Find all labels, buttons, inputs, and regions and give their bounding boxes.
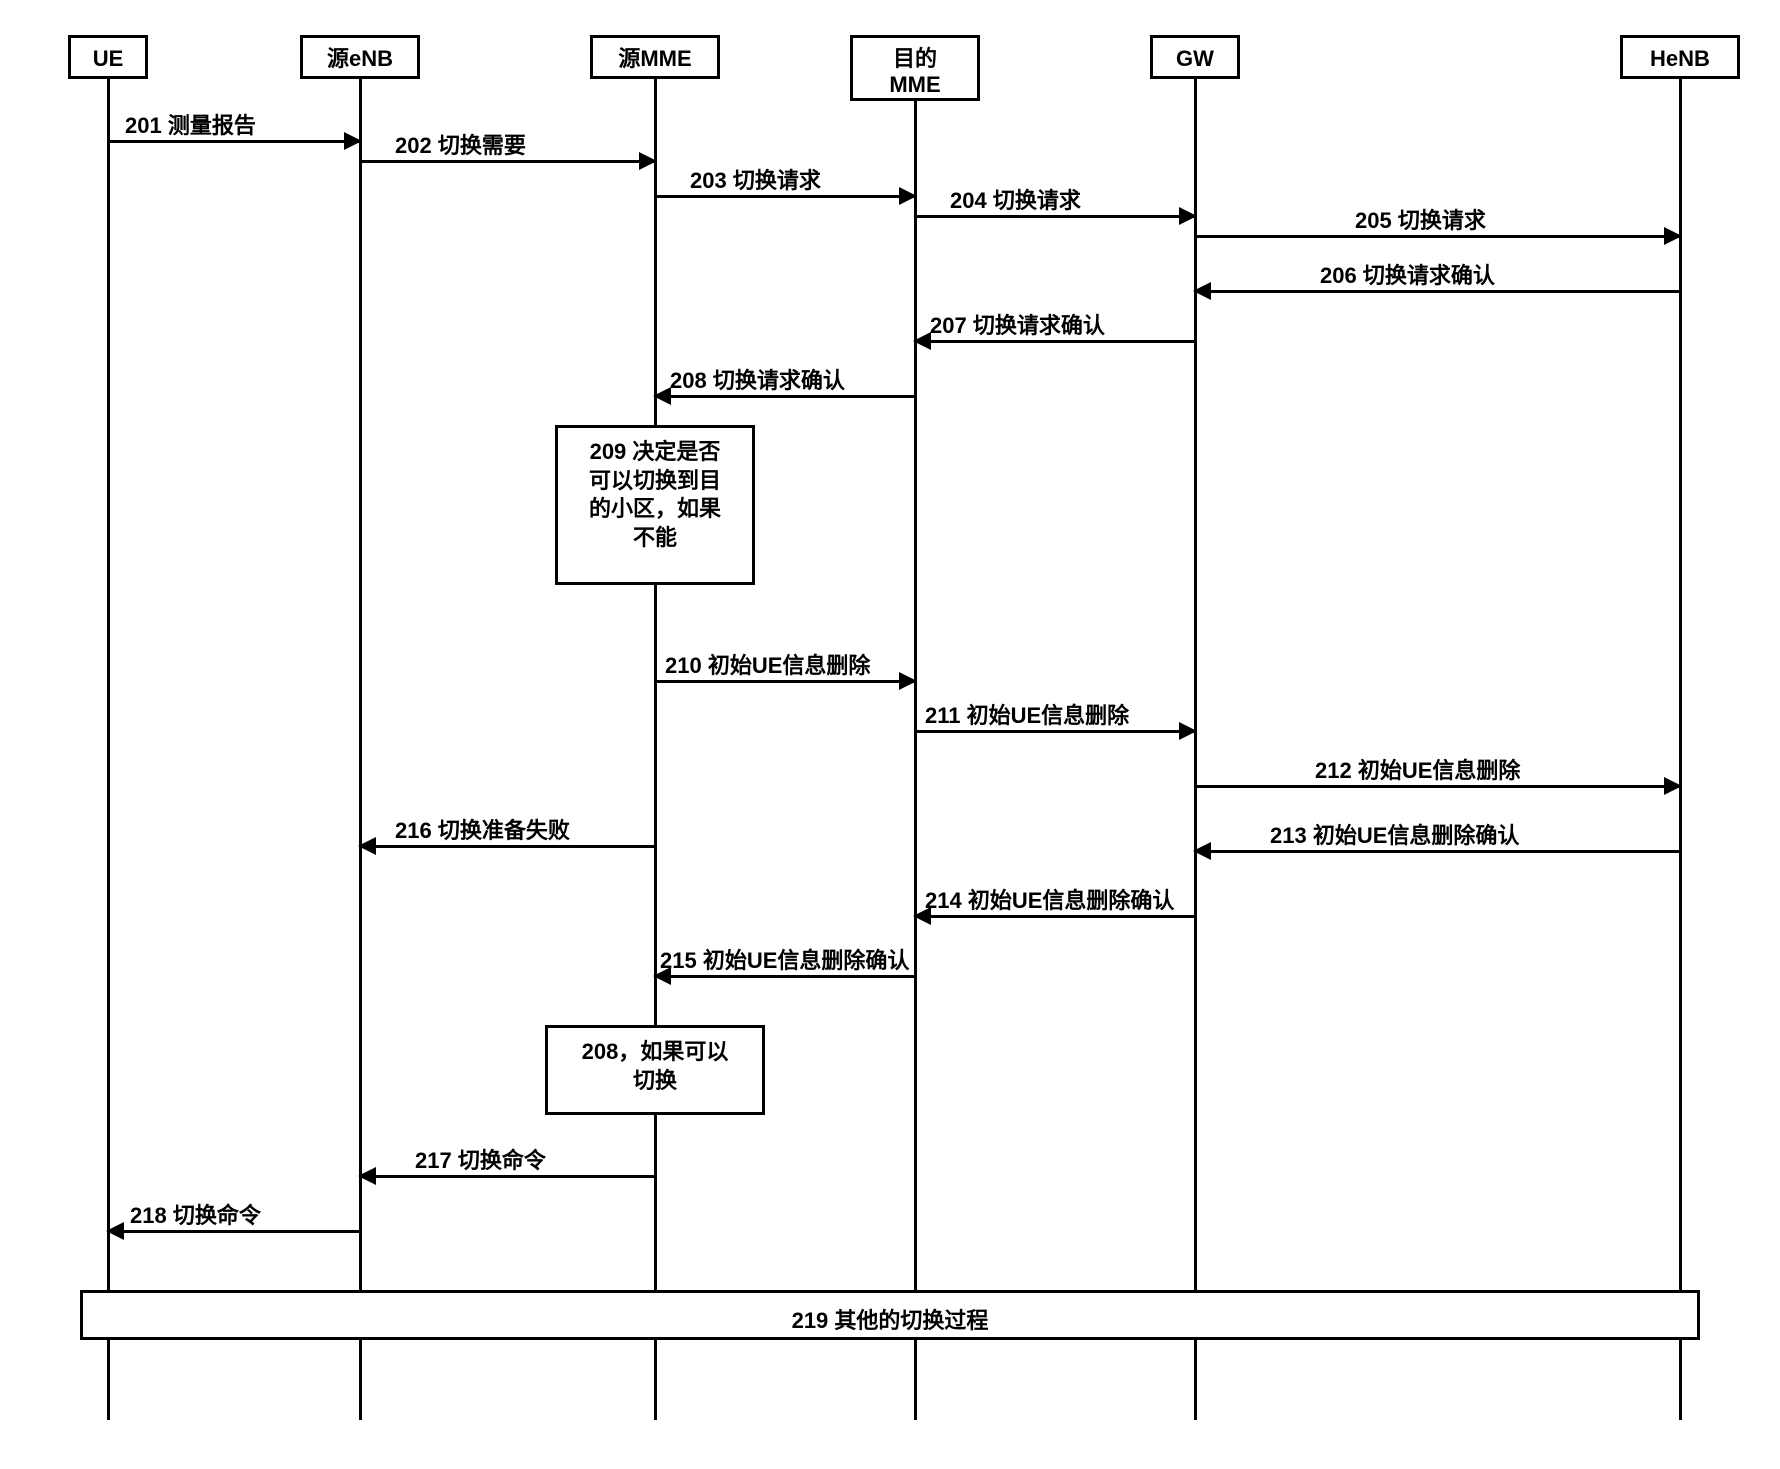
arrow-head <box>344 132 362 150</box>
message-arrow-211 <box>915 730 1195 733</box>
arrow-head <box>1193 842 1211 860</box>
message-arrow-207 <box>915 340 1195 343</box>
message-label-215: 215 初始UE信息删除确认 <box>660 943 909 975</box>
message-arrow-201 <box>108 140 360 143</box>
actor-label: UE <box>75 46 141 72</box>
message-arrow-205 <box>1195 235 1680 238</box>
actor-smme: 源MME <box>590 35 720 79</box>
message-label-214: 214 初始UE信息删除确认 <box>925 883 1174 915</box>
note-line: 208，如果可以 <box>558 1038 752 1067</box>
actor-label: 源eNB <box>307 46 413 72</box>
arrow-head <box>899 187 917 205</box>
arrow-head <box>1193 282 1211 300</box>
actor-gw: GW <box>1150 35 1240 79</box>
actor-enb: 源eNB <box>300 35 420 79</box>
message-arrow-204 <box>915 215 1195 218</box>
message-label-218: 218 切换命令 <box>130 1198 261 1230</box>
arrow-head <box>1664 227 1682 245</box>
arrow-head <box>913 332 931 350</box>
message-label-205: 205 切换请求 <box>1355 203 1486 235</box>
actor-henb: HeNB <box>1620 35 1740 79</box>
arrow-head <box>653 387 671 405</box>
lifeline-ue <box>107 79 110 1420</box>
message-arrow-214 <box>915 915 1195 918</box>
lifeline-gw <box>1194 79 1197 1420</box>
arrow-head <box>1664 777 1682 795</box>
actor-label: 目的 <box>857 46 973 72</box>
lifeline-smme <box>654 79 657 1420</box>
message-arrow-217 <box>360 1175 655 1178</box>
note209: 209 决定是否可以切换到目的小区，如果不能 <box>555 425 755 585</box>
actor-ue: UE <box>68 35 148 79</box>
actor-label: MME <box>857 72 973 98</box>
message-label-210: 210 初始UE信息删除 <box>665 648 870 680</box>
lifeline-dmme <box>914 101 917 1420</box>
arrow-head <box>1179 207 1197 225</box>
message-arrow-203 <box>655 195 915 198</box>
arrow-head <box>358 837 376 855</box>
span219: 219 其他的切换过程 <box>80 1290 1700 1340</box>
message-arrow-212 <box>1195 785 1680 788</box>
message-label-216: 216 切换准备失败 <box>395 813 570 845</box>
note-line: 的小区，如果 <box>568 495 742 524</box>
arrow-head <box>358 1167 376 1185</box>
actor-label: HeNB <box>1627 46 1733 72</box>
message-arrow-213 <box>1195 850 1680 853</box>
message-arrow-208 <box>655 395 915 398</box>
message-arrow-202 <box>360 160 655 163</box>
note208b: 208，如果可以切换 <box>545 1025 765 1115</box>
lifeline-henb <box>1679 79 1682 1420</box>
message-arrow-215 <box>655 975 915 978</box>
actor-label: GW <box>1157 46 1233 72</box>
arrow-head <box>639 152 657 170</box>
message-label-207: 207 切换请求确认 <box>930 308 1105 340</box>
arrow-head <box>1179 722 1197 740</box>
message-label-217: 217 切换命令 <box>415 1143 546 1175</box>
message-arrow-206 <box>1195 290 1680 293</box>
note-line: 不能 <box>568 524 742 553</box>
message-label-202: 202 切换需要 <box>395 128 526 160</box>
message-arrow-210 <box>655 680 915 683</box>
actor-dmme: 目的MME <box>850 35 980 101</box>
message-label-213: 213 初始UE信息删除确认 <box>1270 818 1519 850</box>
message-label-201: 201 测量报告 <box>125 108 256 140</box>
arrow-head <box>899 672 917 690</box>
message-arrow-218 <box>108 1230 360 1233</box>
arrow-head <box>106 1222 124 1240</box>
lifeline-enb <box>359 79 362 1420</box>
sequence-diagram: UE 源eNB 源MME 目的MME GW HeNB 201 测量报告 202 切换需要 203… <box>20 20 1760 1449</box>
message-label-212: 212 初始UE信息删除 <box>1315 753 1520 785</box>
note-line: 切换 <box>558 1067 752 1096</box>
note-line: 209 决定是否 <box>568 438 742 467</box>
note-line: 可以切换到目 <box>568 467 742 496</box>
message-label-203: 203 切换请求 <box>690 163 821 195</box>
actor-label: 源MME <box>597 46 713 72</box>
message-label-206: 206 切换请求确认 <box>1320 258 1495 290</box>
message-arrow-216 <box>360 845 655 848</box>
message-label-211: 211 初始UE信息删除 <box>925 698 1129 730</box>
message-label-208: 208 切换请求确认 <box>670 363 845 395</box>
message-label-204: 204 切换请求 <box>950 183 1081 215</box>
